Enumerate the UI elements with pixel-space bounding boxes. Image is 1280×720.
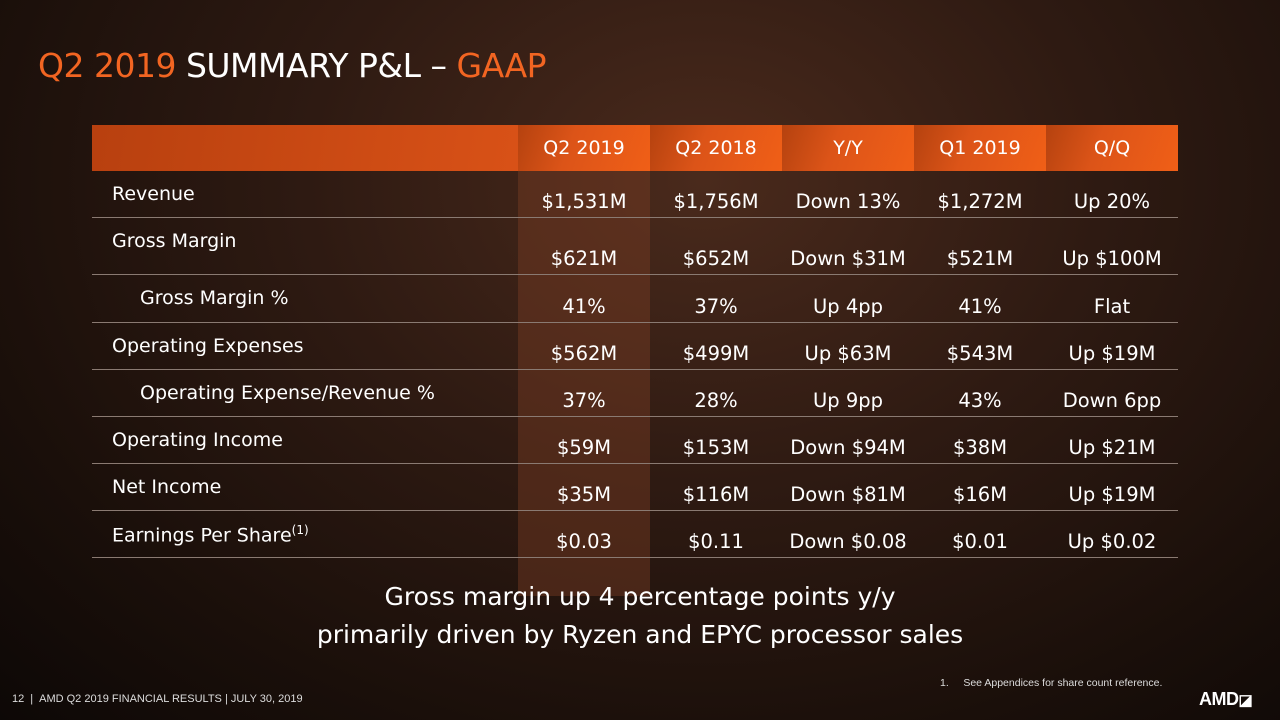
table-cell: $0.03: [556, 530, 612, 553]
table-cell: Down $81M: [790, 483, 906, 506]
table-cell: 37%: [562, 389, 606, 412]
table-cell: $116M: [682, 483, 750, 506]
table-cell: Flat: [1093, 295, 1131, 318]
page-number: 12: [12, 693, 25, 705]
table-cell: Up $0.02: [1067, 530, 1157, 553]
table-cell: Up 20%: [1073, 190, 1151, 213]
row-label-text: Net Income: [112, 476, 222, 498]
table-cell: $1,272M: [937, 190, 1023, 213]
table-header: Q2 2019 Q2 2018 Y/Y Q1 2019 Q/Q: [92, 125, 1178, 171]
table-cell: $153M: [682, 436, 750, 459]
row-label-text: Gross Margin %: [140, 287, 289, 309]
row-label: Earnings Per Share(1): [92, 511, 518, 557]
caption: Gross margin up 4 percentage points y/y …: [0, 578, 1280, 654]
table-row: Operating Expense/Revenue % 37% 28% Up 9pp 4…: [92, 370, 1178, 417]
table-cell: Up $19M: [1068, 483, 1156, 506]
column-header: Q2 2019: [518, 125, 650, 171]
table-cell: 43%: [958, 389, 1002, 412]
row-label-text: Revenue: [112, 183, 195, 205]
table-cell: 41%: [562, 295, 606, 318]
table-cell: Up $21M: [1068, 436, 1156, 459]
row-label: Operating Expenses: [92, 323, 518, 369]
table-cell: Up $63M: [804, 342, 892, 365]
table-cell: Down $0.08: [789, 530, 907, 553]
column-header: Y/Y: [782, 125, 914, 171]
title-main: SUMMARY P&L –: [175, 46, 457, 85]
row-label: Gross Margin %: [92, 275, 518, 322]
table-cell: Down 6pp: [1062, 389, 1162, 412]
table-cell: $621M: [550, 247, 618, 270]
row-label-text: Operating Expenses: [112, 335, 304, 357]
title-quarter: Q2 2019: [38, 46, 176, 85]
table-cell: $1,531M: [541, 190, 627, 213]
table-row: Net Income $35M $116M Down $81M $16M Up $19M: [92, 464, 1178, 511]
row-label: Net Income: [92, 464, 518, 510]
table-row: Gross Margin % 41% 37% Up 4pp 41% Flat: [92, 275, 1178, 323]
pl-table: Q2 2019 Q2 2018 Y/Y Q1 2019 Q/Q Revenue $…: [92, 125, 1178, 596]
table-cell: Up $19M: [1068, 342, 1156, 365]
table-cell: $543M: [946, 342, 1014, 365]
table-cell: $59M: [556, 436, 612, 459]
row-label-text: Earnings Per Share: [112, 524, 292, 547]
table-row: Revenue $1,531M $1,756M Down 13% $1,272M Up 2…: [92, 171, 1178, 218]
table-cell: $499M: [682, 342, 750, 365]
row-label-text: Gross Margin: [112, 230, 237, 252]
amd-logo: AMD◪: [1199, 689, 1253, 709]
row-label: Operating Income: [92, 417, 518, 463]
table-cell: $16M: [952, 483, 1008, 506]
table-cell: Up 9pp: [812, 389, 883, 412]
caption-line-2: primarily driven by Ryzen and EPYC proce…: [316, 620, 964, 649]
footer: 12 | AMD Q2 2019 FINANCIAL RESULTS | JULY …: [12, 693, 303, 705]
table-cell: $0.01: [952, 530, 1008, 553]
table-cell: $38M: [952, 436, 1008, 459]
table-cell: Up 4pp: [812, 295, 883, 318]
table-cell: $652M: [682, 247, 750, 270]
row-label: Revenue: [92, 171, 518, 217]
footer-text: AMD Q2 2019 FINANCIAL RESULTS | JULY 30,…: [39, 693, 303, 705]
table-cell: Down $31M: [790, 247, 906, 270]
table-cell: $0.11: [688, 530, 744, 553]
table-cell: $1,756M: [673, 190, 759, 213]
table-cell: Up $100M: [1062, 247, 1162, 270]
table-cell: Down $94M: [790, 436, 906, 459]
column-header: Q1 2019: [914, 125, 1046, 171]
table-row: Operating Income $59M $153M Down $94M $38M Up…: [92, 417, 1178, 464]
row-label: Operating Expense/Revenue %: [92, 370, 518, 416]
footnote-ref: (1): [291, 523, 309, 537]
slide-title: Q2 2019 SUMMARY P&L – GAAP: [38, 46, 547, 85]
table-cell: Down 13%: [795, 190, 901, 213]
table-row: Operating Expenses $562M $499M Up $63M $543M…: [92, 323, 1178, 370]
table-cell: 28%: [694, 389, 738, 412]
table-cell: 37%: [694, 295, 738, 318]
row-label: Gross Margin: [92, 218, 518, 274]
row-label-text: Operating Income: [112, 429, 283, 451]
title-gaap: GAAP: [456, 46, 547, 85]
table-cell: $521M: [946, 247, 1014, 270]
caption-line-1: Gross margin up 4 percentage points y/y: [384, 582, 896, 611]
column-header: Q/Q: [1046, 125, 1178, 171]
footnote: 1. See Appendices for share count refere…: [940, 677, 1163, 689]
table-row: Gross Margin $621M $652M Down $31M $521M Up $…: [92, 218, 1178, 275]
table-cell: $562M: [550, 342, 618, 365]
column-header: Q2 2018: [650, 125, 782, 171]
row-label-text: Operating Expense/Revenue %: [140, 382, 435, 404]
table-cell: $35M: [556, 483, 612, 506]
table-cell: 41%: [958, 295, 1002, 318]
table-row: Earnings Per Share(1) $0.03 $0.11 Down $0.0…: [92, 511, 1178, 558]
highlight-column: [518, 171, 650, 596]
